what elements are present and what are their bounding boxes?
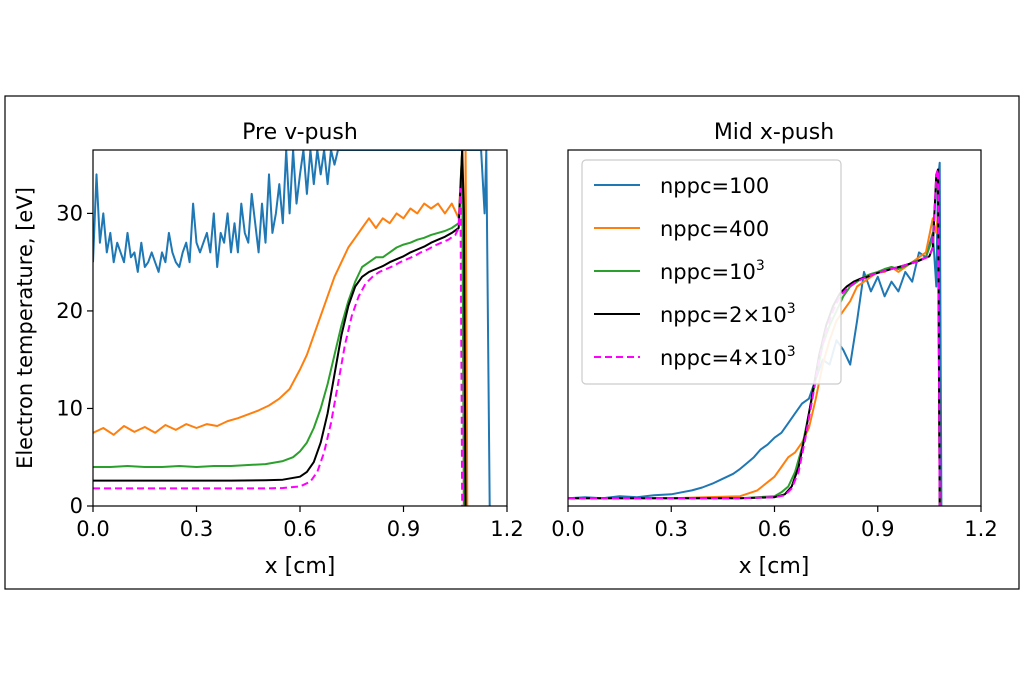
x-tick-label: 0.9 <box>861 517 894 541</box>
x-tick-label: 1.2 <box>964 517 997 541</box>
legend-label: nppc=100 <box>660 174 769 198</box>
y-tick-label: 0 <box>70 494 83 518</box>
legend-label: nppc=4×103 <box>660 344 796 370</box>
x-tick-label: 0.0 <box>551 517 584 541</box>
series-line-0 <box>93 150 491 506</box>
y-tick-label: 10 <box>56 396 83 420</box>
x-tick-label: 0.0 <box>76 517 109 541</box>
legend-box <box>581 159 842 385</box>
series-line-4 <box>93 188 464 506</box>
x-axis-label: x [cm] <box>739 554 810 579</box>
y-axis-label: Electron temperature, [eV] <box>13 187 37 469</box>
x-tick-label: 0.6 <box>283 517 316 541</box>
panel-pre-v-push: Pre v-push Electron temperature, [eV] 0.… <box>13 120 524 579</box>
x-tick-label: 0.9 <box>387 517 420 541</box>
legend: nppc=100 nppc=400 nppc=103 nppc=2×103 nppc=4… <box>581 159 842 385</box>
legend-label: nppc=400 <box>660 217 769 241</box>
series-group <box>93 150 491 506</box>
series-line-0 <box>568 161 943 506</box>
x-tick-label: 0.6 <box>758 517 791 541</box>
x-tick-label: 0.3 <box>180 517 213 541</box>
y-tick-label: 30 <box>56 201 83 225</box>
panel-title: Mid x-push <box>714 120 834 145</box>
series-line-4 <box>568 168 941 506</box>
panel-mid-x-push: Mid x-push 0.0 0.3 0.6 0.9 1.2 x [cm] nppc=1… <box>551 120 997 579</box>
plot-area-left: 0.0 0.3 0.6 0.9 1.2 0 10 20 30 <box>56 149 524 541</box>
series-line-1 <box>93 150 469 506</box>
y-tick-label: 20 <box>56 299 83 323</box>
legend-label: nppc=103 <box>660 258 765 284</box>
panel-title: Pre v-push <box>242 120 358 145</box>
series-line-3 <box>93 150 467 506</box>
series-line-2 <box>93 150 465 506</box>
legend-label: nppc=2×103 <box>660 301 796 327</box>
x-tick-label: 1.2 <box>490 517 523 541</box>
x-tick-label: 0.3 <box>655 517 688 541</box>
figure-border <box>4 95 1020 590</box>
x-axis-label: x [cm] <box>265 554 336 579</box>
